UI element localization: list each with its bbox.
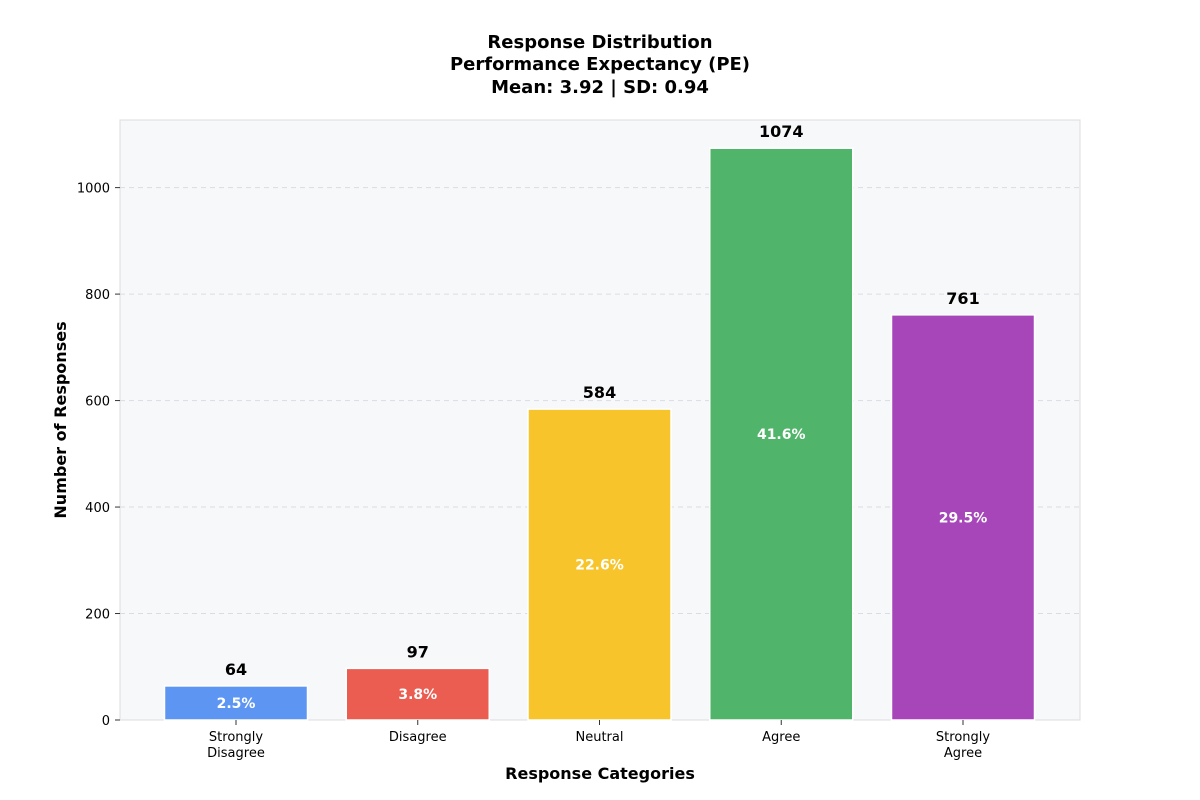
x-tick-label: Strongly [209, 730, 263, 745]
y-axis-label: Number of Responses [51, 321, 70, 518]
bar-value-label: 1074 [759, 122, 804, 141]
chart-title: Response Distribution Performance Expect… [450, 32, 750, 98]
y-tick-label: 800 [85, 288, 110, 303]
x-tick-label: Disagree [389, 730, 447, 745]
chart-title-line-2: Performance Expectancy (PE) [450, 54, 750, 75]
x-axis-label: Response Categories [505, 764, 695, 783]
bar-value-label: 761 [946, 289, 979, 308]
bar [709, 147, 854, 721]
y-tick-label: 200 [85, 608, 110, 623]
y-tick-label: 400 [85, 501, 110, 516]
x-tick-label: Neutral [576, 730, 624, 745]
bar-percent-label: 41.6% [757, 427, 806, 443]
bars: 64 2.5% 97 3.8% 584 22.6% 1074 41.6% 761 29.5% [163, 122, 1036, 721]
bar-percent-label: 2.5% [217, 696, 256, 712]
x-tick-label: Agree [762, 730, 800, 745]
bar [345, 667, 490, 721]
bar-value-label: 97 [407, 642, 429, 661]
bar [890, 314, 1036, 721]
y-axis-ticks: 0 200 400 600 800 1000 [77, 182, 120, 729]
y-tick-label: 1000 [77, 182, 110, 197]
bar-value-label: 64 [225, 660, 247, 679]
bar-percent-label: 3.8% [398, 687, 437, 703]
bar-percent-label: 29.5% [939, 510, 988, 526]
x-tick-label: Disagree [207, 746, 265, 761]
chart-title-line-1: Response Distribution [487, 32, 712, 53]
bar-value-label: 584 [583, 383, 616, 402]
y-tick-label: 0 [102, 714, 110, 729]
bar-percent-label: 22.6% [575, 558, 624, 574]
x-tick-label: Agree [944, 746, 982, 761]
bar [527, 408, 672, 721]
chart-title-line-3: Mean: 3.92 | SD: 0.94 [491, 77, 709, 98]
y-tick-label: 600 [85, 395, 110, 410]
x-tick-label: Strongly [936, 730, 990, 745]
